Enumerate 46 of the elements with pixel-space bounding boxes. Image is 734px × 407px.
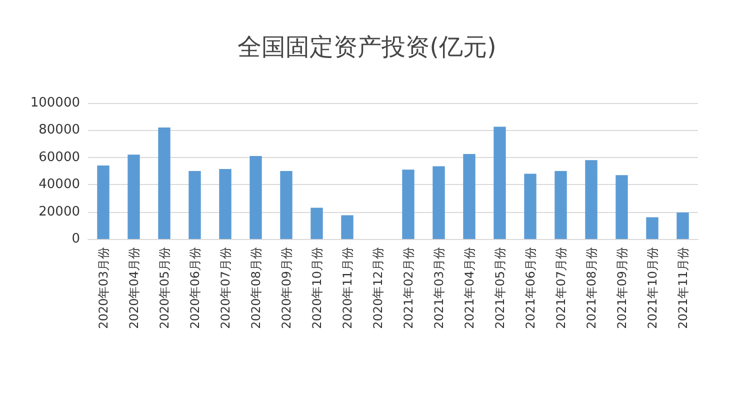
y-tick-label: 20000 xyxy=(38,204,80,220)
bar xyxy=(554,171,567,239)
x-tick-label: 2020年12月份 xyxy=(370,247,385,329)
bar xyxy=(219,168,232,239)
chart-title: 全国固定资产投资(亿元) xyxy=(238,33,496,61)
x-tick-label: 2020年04月份 xyxy=(126,247,141,329)
x-tick-label: 2021年04月份 xyxy=(462,247,476,329)
bar xyxy=(188,171,201,239)
bar xyxy=(128,154,140,239)
bar xyxy=(250,156,262,239)
x-tick-label: 2021年10月份 xyxy=(645,247,660,329)
x-tick-label: 2021年05月份 xyxy=(492,247,507,329)
bar xyxy=(676,212,689,239)
x-tick-label: 2021年09月份 xyxy=(614,247,629,329)
bar xyxy=(463,154,476,239)
x-tick-label: 2020年07月份 xyxy=(218,247,232,329)
x-tick-label: 2020年09月份 xyxy=(279,247,294,329)
y-tick-label: 40000 xyxy=(38,177,80,192)
y-tick-label: 60000 xyxy=(38,150,80,165)
bar xyxy=(280,171,292,239)
bar xyxy=(402,170,414,239)
bar xyxy=(341,215,354,239)
bar xyxy=(494,126,506,239)
bar xyxy=(646,217,658,239)
x-tick-label: 2020年06月份 xyxy=(188,247,202,329)
x-tick-label: 2021年08月份 xyxy=(584,247,598,329)
bar xyxy=(616,175,628,239)
bar xyxy=(432,166,445,239)
x-tick-label: 2020年10月份 xyxy=(310,247,324,329)
bar xyxy=(158,127,170,239)
x-tick-label: 2021年11月份 xyxy=(676,247,690,329)
x-tick-label: 2021年02月份 xyxy=(401,247,416,329)
bar xyxy=(310,208,323,239)
x-tick-label: 2021年07月份 xyxy=(554,247,568,329)
y-tick-label: 100000 xyxy=(30,96,80,110)
bar xyxy=(97,166,110,239)
bar xyxy=(585,160,598,239)
x-tick-label: 2020年11月份 xyxy=(340,247,354,329)
x-tick-label: 2020年08月份 xyxy=(248,247,263,329)
x-tick-label: 2021年06月份 xyxy=(523,247,538,329)
x-tick-label: 2021年03月份 xyxy=(432,247,446,329)
x-tick-label: 2020年03月份 xyxy=(96,247,110,329)
y-tick-label: 0 xyxy=(72,232,80,246)
x-tick-label: 2020年05月份 xyxy=(157,247,172,329)
bar xyxy=(524,174,536,239)
y-tick-label: 80000 xyxy=(38,122,80,138)
